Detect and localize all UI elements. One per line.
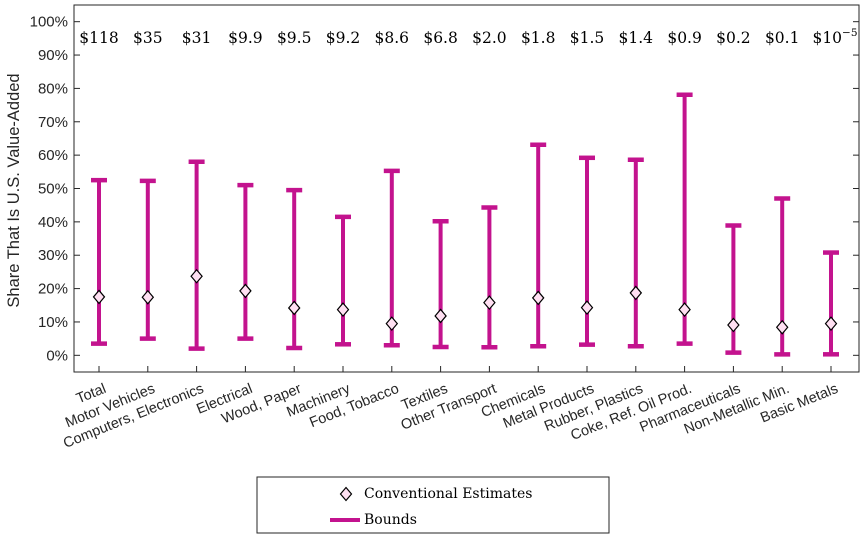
legend-diamond-icon <box>339 486 353 502</box>
bounds-bar <box>335 214 351 347</box>
estimate-point <box>727 317 740 333</box>
bounds-bar <box>286 187 303 351</box>
y-axis-label: Share That Is U.S. Value-Added <box>5 73 23 307</box>
bounds-bar <box>725 223 742 355</box>
bounds-bar <box>188 159 205 351</box>
bounds-bar <box>823 250 839 357</box>
estimate-point <box>385 316 399 332</box>
bounds-bar <box>579 155 595 347</box>
legend: Conventional Estimates Bounds <box>256 476 610 534</box>
bounds-bar <box>237 182 254 341</box>
value-added-label: $0.2 <box>716 29 751 47</box>
legend-label-bounds: Bounds <box>364 512 417 528</box>
estimate-point <box>336 302 350 318</box>
y-tick-label: 80% <box>38 80 68 97</box>
bounds-bar <box>432 218 449 350</box>
bounds-layer <box>91 92 839 357</box>
value-added-label: $9.2 <box>326 29 361 47</box>
estimate-point <box>287 300 301 316</box>
estimate-point <box>92 289 106 305</box>
y-tick-label: 50% <box>38 181 68 198</box>
estimate-point <box>775 319 789 335</box>
y-tick-label: 60% <box>38 147 68 164</box>
value-added-label: $6.8 <box>423 29 458 47</box>
estimate-point <box>824 316 838 332</box>
value-added-label: $9.5 <box>277 29 312 47</box>
bounds-bar <box>627 157 644 349</box>
estimate-point <box>434 308 447 324</box>
y-tick-label: 10% <box>38 314 68 331</box>
y-tick-label: 0% <box>46 347 68 364</box>
y-tick-label: 40% <box>38 214 68 231</box>
y-tick-label: 20% <box>38 281 68 298</box>
value-added-label: $118 <box>79 29 118 47</box>
estimate-point <box>580 300 594 316</box>
value-added-label: $10−5 <box>812 27 857 47</box>
estimate-point <box>190 268 203 284</box>
bounds-bar <box>481 205 498 350</box>
value-added-label: $8.6 <box>375 29 410 47</box>
value-added-label: $0.1 <box>765 29 800 47</box>
axes-layer <box>73 4 860 373</box>
estimate-point <box>678 302 691 318</box>
value-added-label: $35 <box>133 29 163 47</box>
bounds-bar <box>676 92 693 346</box>
estimate-point <box>239 283 252 299</box>
y-tick-label: 100% <box>30 14 68 31</box>
bounds-bar <box>91 177 107 346</box>
markers-layer <box>92 268 838 335</box>
estimate-point <box>531 290 545 306</box>
value-added-label: $1.8 <box>521 29 556 47</box>
value-added-label: $31 <box>182 29 212 47</box>
bounds-bar <box>530 142 547 349</box>
value-added-label: $2.0 <box>472 29 507 47</box>
estimate-point <box>629 285 643 301</box>
y-tick-label: 90% <box>38 47 68 64</box>
estimate-point <box>483 295 496 311</box>
bounds-bar <box>139 178 156 341</box>
estimate-point <box>141 289 155 305</box>
plot-frame <box>73 4 860 373</box>
value-added-label: $0.9 <box>667 29 702 47</box>
y-tick-label: 30% <box>38 247 68 264</box>
legend-label-estimates: Conventional Estimates <box>364 486 532 502</box>
y-tick-label: 70% <box>38 114 68 131</box>
value-added-label: $9.9 <box>228 29 263 47</box>
legend-box <box>256 476 610 534</box>
value-added-label: $1.4 <box>619 29 654 47</box>
value-added-label: $1.5 <box>570 29 605 47</box>
